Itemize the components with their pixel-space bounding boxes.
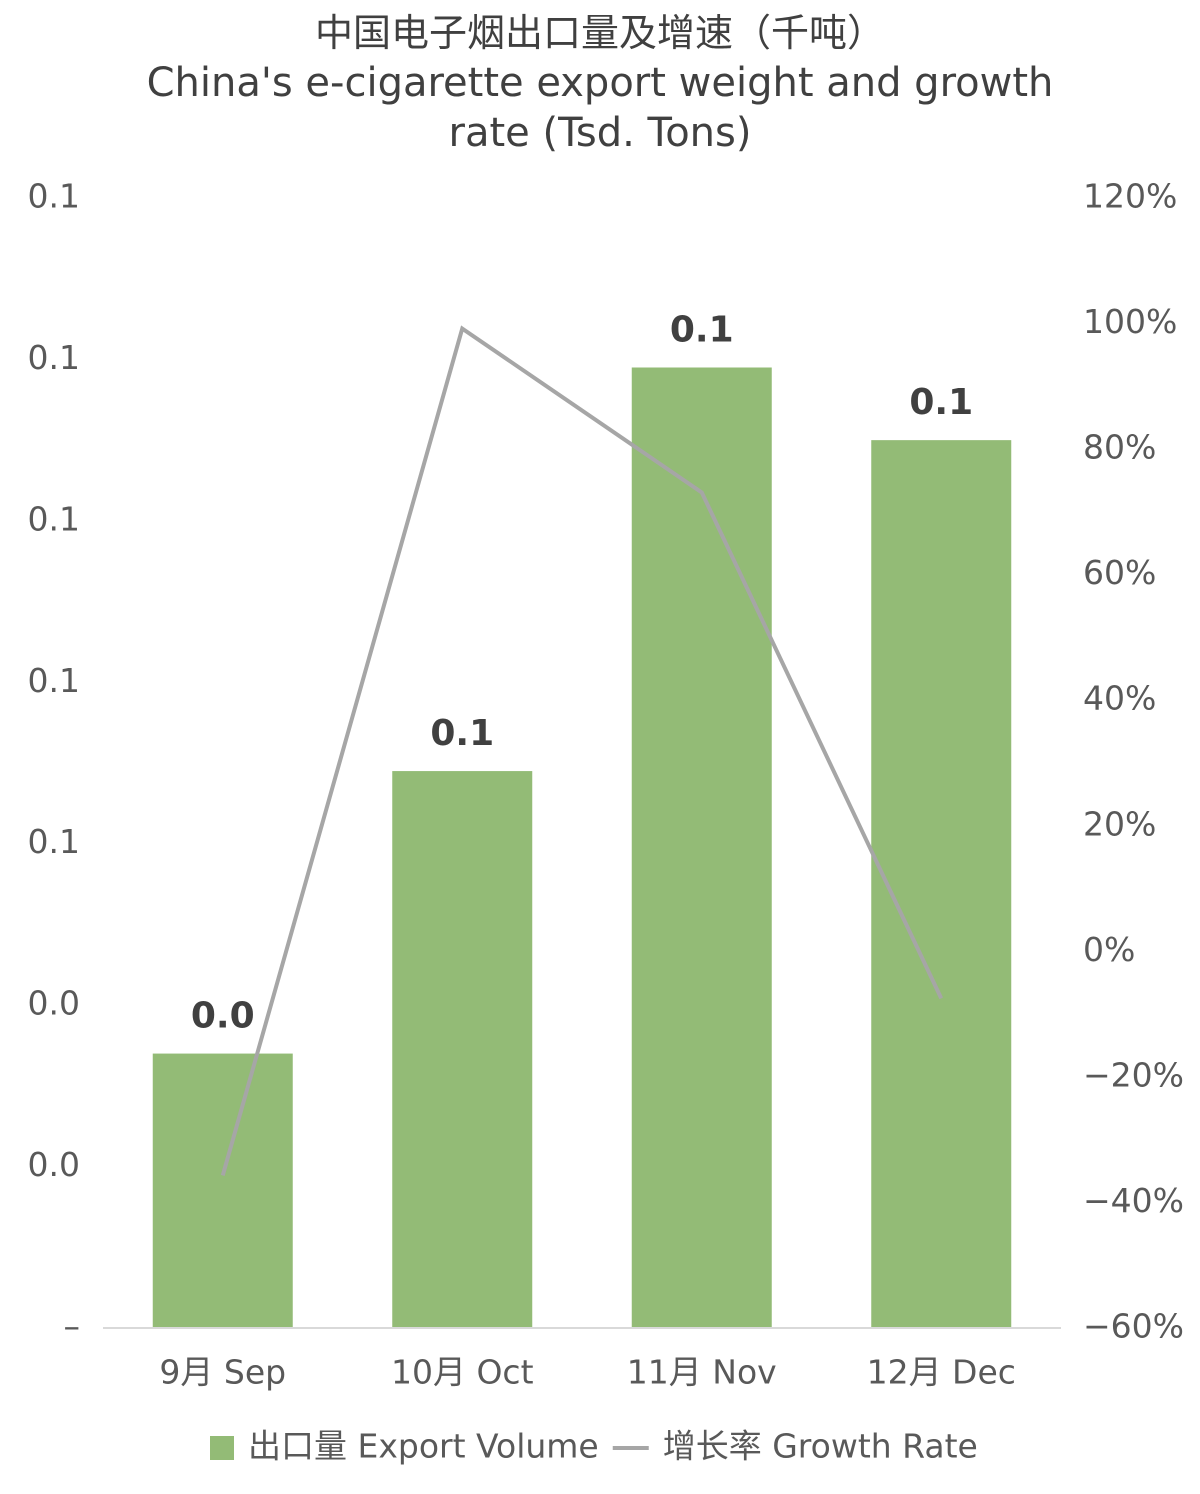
y-tick-label: 0.0 [28, 984, 80, 1023]
data-label: 0.1 [909, 382, 973, 423]
y-tick-label: 0.1 [28, 661, 80, 700]
y2-tick-label: −60% [1083, 1307, 1184, 1346]
x-tick-label: 9月 Sep [159, 1353, 286, 1392]
y-tick-label: 0.1 [28, 338, 80, 377]
y-tick-label: 0.0 [28, 1145, 80, 1184]
y2-tick-label: 80% [1083, 428, 1156, 467]
legend-label: 增长率 Growth Rate [663, 1427, 978, 1466]
y2-tick-label: 0% [1083, 930, 1135, 969]
y2-tick-label: 100% [1083, 302, 1177, 341]
y2-tick-label: 60% [1083, 553, 1156, 592]
x-tick-label: 12月 Dec [867, 1353, 1016, 1392]
y-tick-label: 0.1 [28, 822, 80, 861]
titles: 中国电子烟出口量及增速（千吨） China's e-cigarette expo… [125, 8, 1075, 158]
y2-tick-label: 20% [1083, 804, 1156, 843]
data-label: 0.0 [191, 996, 255, 1037]
chart-subtitle: China's e-cigarette export weight and gr… [146, 60, 1054, 156]
bar [152, 1053, 293, 1328]
y-tick-label: 0.1 [28, 177, 80, 216]
y-tick-label: – [64, 1307, 81, 1346]
x-tick-label: 10月 Oct [391, 1353, 534, 1392]
data-label: 0.1 [430, 713, 494, 754]
y-tick-label: 0.1 [28, 499, 80, 538]
y2-tick-label: 40% [1083, 679, 1156, 718]
data-label: 0.1 [670, 310, 734, 351]
y2-tick-label: −40% [1083, 1181, 1184, 1220]
y2-tick-label: 120% [1083, 177, 1177, 216]
y2-tick-label: −20% [1083, 1055, 1184, 1094]
legend-swatch [210, 1436, 234, 1460]
x-tick-label: 11月 Nov [627, 1353, 777, 1392]
line [220, 325, 944, 1176]
bar [871, 440, 1012, 1329]
bar [631, 367, 772, 1328]
legend-label: 出口量 Export Volume [248, 1427, 599, 1466]
chart-title: 中国电子烟出口量及增速（千吨） [314, 11, 885, 55]
bar [392, 771, 533, 1328]
